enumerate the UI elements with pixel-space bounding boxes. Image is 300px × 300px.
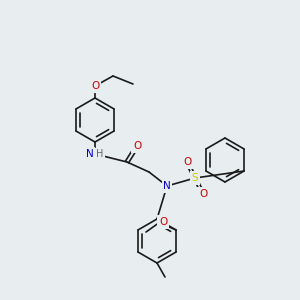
Text: H: H (96, 149, 104, 159)
Text: S: S (192, 173, 198, 183)
Text: N: N (163, 181, 171, 191)
Text: O: O (183, 157, 191, 167)
Text: O: O (133, 141, 141, 151)
Text: O: O (91, 81, 99, 91)
Text: N: N (86, 149, 94, 159)
Text: O: O (159, 217, 167, 227)
Text: O: O (199, 189, 207, 199)
